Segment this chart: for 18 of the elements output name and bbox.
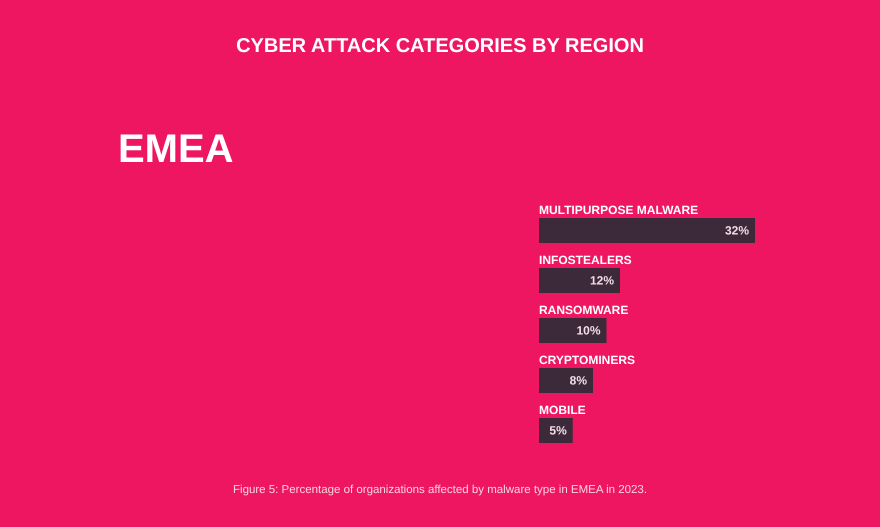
data-label: 5% — [549, 424, 568, 438]
data-label: 12% — [590, 274, 614, 288]
y-tick-label: CRYPTOMINERS — [539, 353, 636, 367]
data-label: 32% — [724, 224, 750, 238]
text: EMEA — [118, 127, 234, 171]
caption: Figure 5: Percentage of organizations affected by malware type in EMEA in 2023. — [232, 484, 648, 496]
y-tick-label: RANSOMWARE — [539, 303, 628, 317]
chart-title: CYBER ATTACK CATEGORIES BY REGION — [236, 35, 644, 57]
data-label: 10% — [576, 324, 601, 338]
y-tick-label: MULTIPURPOSE MALWARE — [539, 203, 698, 217]
y-tick-label: MOBILE — [539, 403, 586, 417]
data-label: 8% — [570, 374, 588, 388]
y-tick-label: INFOSTEALERS — [539, 253, 632, 267]
bar — [539, 318, 606, 343]
bar — [539, 268, 620, 293]
bar — [539, 418, 573, 443]
bar — [539, 218, 755, 243]
bar — [539, 368, 593, 393]
